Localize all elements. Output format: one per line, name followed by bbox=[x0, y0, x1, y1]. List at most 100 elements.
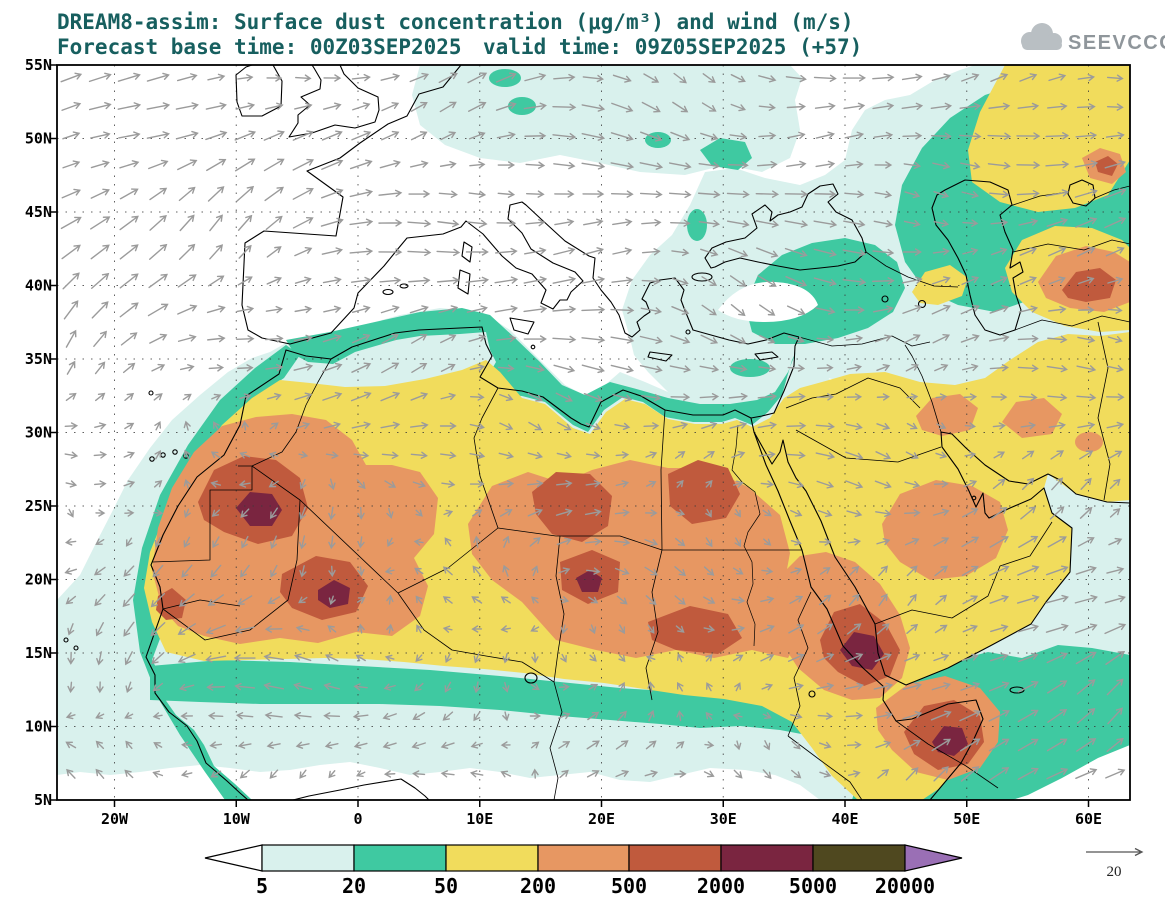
wind-arrow bbox=[558, 741, 571, 749]
wind-arrow bbox=[498, 480, 515, 488]
wind-arrow bbox=[1016, 594, 1040, 604]
wind-arrow bbox=[205, 130, 228, 141]
wind-arrow bbox=[149, 187, 168, 201]
wind-arrow bbox=[676, 653, 684, 663]
wind-arrow bbox=[1077, 306, 1095, 314]
wind-arrow bbox=[64, 567, 78, 575]
wind-arrow bbox=[639, 162, 664, 170]
wind-arrow bbox=[904, 191, 921, 199]
wind-arrow bbox=[645, 509, 658, 517]
wind-arrow bbox=[237, 74, 254, 82]
wind-arrow bbox=[615, 769, 630, 778]
wind-arrow bbox=[207, 712, 224, 720]
wind-arrow bbox=[295, 625, 310, 633]
colorbar-arrow-low bbox=[204, 844, 263, 872]
wind-arrow bbox=[206, 305, 226, 314]
wind-arrow bbox=[496, 334, 517, 343]
wind-arrow bbox=[846, 364, 862, 372]
wind-arrow bbox=[1020, 506, 1037, 520]
wind-arrow bbox=[703, 451, 715, 459]
wind-arrow bbox=[762, 712, 772, 719]
wind-arrow bbox=[410, 392, 429, 401]
wind-arrow bbox=[787, 364, 806, 372]
wind-arrow bbox=[468, 190, 487, 199]
wind-arrow bbox=[320, 188, 344, 199]
wind-arrow bbox=[472, 565, 482, 577]
wind-arrow bbox=[614, 538, 631, 546]
wind-arrow bbox=[930, 710, 952, 721]
wind-arrow bbox=[727, 161, 749, 169]
wind-arrow bbox=[349, 159, 373, 170]
wind-arrow bbox=[845, 712, 864, 720]
wind-arrow bbox=[640, 131, 663, 142]
wind-arrow bbox=[586, 567, 601, 575]
wind-arrow bbox=[1074, 160, 1099, 168]
wind-arrow bbox=[990, 219, 1009, 227]
wind-arrow bbox=[818, 741, 832, 749]
lon-tick-label: 0 bbox=[353, 810, 362, 828]
subtitle-base-time: Forecast base time: 00Z03SEP2025 bbox=[57, 35, 462, 59]
wind-arrow bbox=[241, 420, 249, 431]
wind-arrow bbox=[901, 73, 923, 81]
wind-arrow bbox=[675, 625, 685, 633]
wind-arrow bbox=[610, 306, 635, 314]
wind-arrow bbox=[357, 623, 365, 634]
wind-arrow bbox=[468, 131, 486, 140]
wind-arrow bbox=[670, 393, 691, 401]
wind-arrow bbox=[442, 711, 454, 721]
wind-arrow bbox=[615, 451, 630, 459]
wind-arrow bbox=[787, 653, 805, 662]
wind-arrow bbox=[386, 594, 394, 605]
wind-arrow bbox=[123, 621, 135, 637]
wind-arrow bbox=[120, 332, 138, 346]
wind-arrow bbox=[960, 766, 980, 782]
wind-arrow bbox=[552, 335, 577, 344]
wind-arrow bbox=[239, 451, 251, 459]
wind-arrow bbox=[1080, 477, 1092, 490]
wind-arrow bbox=[732, 567, 744, 575]
wind-arrow bbox=[495, 101, 517, 111]
wind-arrow bbox=[207, 334, 226, 343]
wind-arrow bbox=[846, 741, 862, 749]
wind-arrow bbox=[473, 535, 481, 548]
wind-arrow bbox=[784, 220, 809, 228]
wind-arrow bbox=[788, 682, 804, 691]
wind-arrow bbox=[235, 712, 254, 720]
wind-arrow bbox=[525, 190, 545, 198]
wind-arrow bbox=[960, 162, 981, 170]
wind-arrow bbox=[844, 131, 865, 139]
wind-arrow bbox=[554, 218, 575, 226]
wind-arrow bbox=[786, 160, 807, 169]
wind-arrow bbox=[1049, 506, 1065, 520]
wind-arrow bbox=[295, 741, 310, 749]
wind-arrow bbox=[586, 740, 600, 750]
wind-arrow bbox=[473, 711, 481, 722]
wind-arrow bbox=[703, 566, 715, 576]
wind-arrow bbox=[207, 275, 225, 287]
wind-arrow bbox=[961, 191, 980, 199]
lon-tick-label: 50E bbox=[953, 810, 980, 828]
wind-arrow bbox=[1016, 132, 1041, 140]
wind-arrow bbox=[500, 625, 511, 633]
wind-arrow bbox=[531, 596, 539, 604]
wind-arrow bbox=[847, 770, 861, 778]
wind-arrow bbox=[411, 741, 426, 750]
wind-arrow bbox=[384, 480, 397, 488]
wind-arrow bbox=[122, 362, 136, 374]
wind-arrow bbox=[265, 363, 284, 372]
wind-arrow bbox=[762, 769, 772, 780]
wind-arrow bbox=[386, 537, 394, 547]
wind-arrow bbox=[410, 451, 428, 459]
wind-arrow bbox=[356, 770, 366, 778]
wind-arrow bbox=[668, 162, 692, 170]
wind-arrow bbox=[818, 594, 832, 606]
wind-arrow bbox=[268, 451, 279, 459]
wind-arrow bbox=[293, 363, 314, 371]
wind-arrow bbox=[645, 451, 658, 459]
wind-arrow bbox=[384, 567, 395, 575]
page-title: DREAM8-assim: Surface dust concentration… bbox=[57, 10, 854, 34]
wind-arrow bbox=[178, 243, 196, 261]
wind-arrow bbox=[1048, 246, 1067, 257]
wind-arrow bbox=[786, 305, 806, 316]
wind-arrow bbox=[785, 74, 807, 83]
